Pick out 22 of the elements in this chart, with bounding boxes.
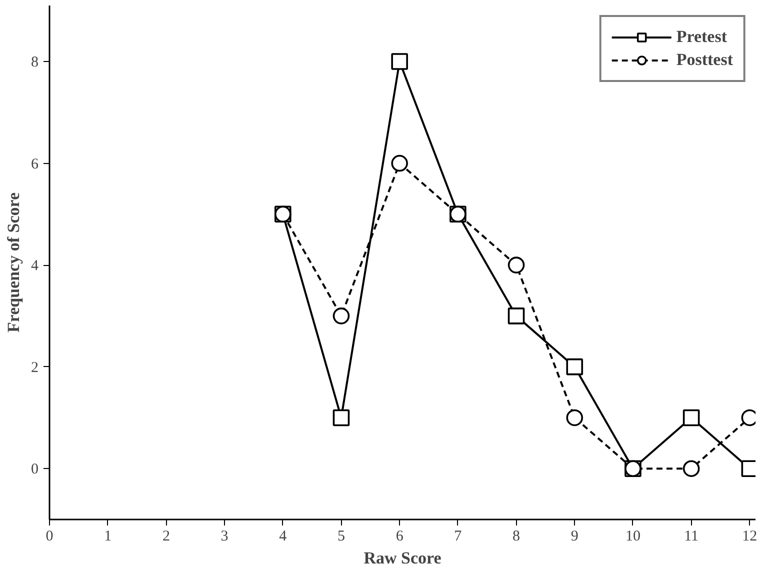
legend-label: Posttest: [676, 50, 733, 70]
x-axis-title: Raw Score: [364, 548, 442, 568]
x-tick-label: 0: [46, 528, 54, 544]
x-tick-label: 4: [279, 528, 288, 544]
x-tick-label: 3: [220, 528, 228, 544]
y-axis-title: Frequency of Score: [4, 192, 23, 333]
legend-label: Pretest: [676, 27, 727, 47]
x-tick-label: 5: [337, 528, 345, 544]
y-tick-label: 2: [31, 360, 38, 376]
x-tick-label: 6: [396, 528, 404, 544]
x-tick-label: 8: [512, 528, 520, 544]
x-tick-label: 10: [625, 528, 640, 544]
y-tick-label: 6: [31, 156, 39, 172]
x-tick-label: 9: [570, 528, 578, 544]
x-tick-label: 11: [684, 528, 699, 544]
y-tick-label: 4: [31, 258, 39, 274]
x-tick-label: 1: [104, 528, 112, 544]
y-tick-label: 8: [31, 54, 38, 70]
y-tick-label: 0: [31, 462, 38, 478]
x-tick-label: 12: [742, 528, 758, 544]
x-tick-label: 7: [454, 528, 462, 544]
x-tick-label: 2: [162, 528, 170, 544]
